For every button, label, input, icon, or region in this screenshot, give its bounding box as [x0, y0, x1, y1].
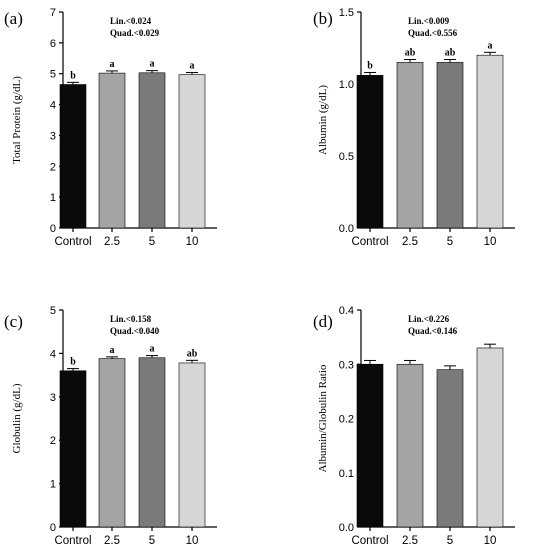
- y-tick-label: 4: [50, 100, 56, 112]
- stat-annotation: Quad.<0.146: [408, 326, 458, 336]
- y-tick-label: 0.2: [339, 414, 354, 426]
- stat-annotation: Lin.<0.024: [110, 16, 152, 26]
- stat-annotation: Lin.<0.226: [408, 314, 450, 324]
- significance-letter: a: [150, 344, 155, 355]
- y-tick-label: 1: [50, 192, 56, 204]
- y-tick-label: 3: [50, 392, 56, 404]
- significance-letter: a: [110, 59, 115, 70]
- x-tick-label: 10: [186, 236, 199, 248]
- y-tick-label: 0.4: [339, 305, 354, 317]
- bar: [436, 369, 464, 528]
- x-tick-label: Control: [351, 535, 388, 547]
- panel-label: (d): [313, 312, 333, 331]
- significance-letter: ab: [187, 348, 198, 359]
- significance-letter: ab: [445, 48, 456, 59]
- bar: [178, 74, 206, 229]
- y-tick-label: 5: [50, 305, 56, 317]
- x-tick-label: Control: [351, 236, 388, 248]
- y-tick-label: 1.5: [339, 7, 354, 19]
- y-axis-title: Total Protein (g/dL): [11, 76, 23, 164]
- chart-panel: (a) 0 1 2 3 4 5 6 7 Total Protein (g/dL) Lin.<0.02…: [4, 7, 217, 248]
- x-tick-label: 5: [149, 236, 155, 248]
- panel-label: (b): [313, 9, 333, 28]
- x-tick-label: 5: [447, 236, 453, 248]
- y-tick-label: 1: [50, 479, 56, 491]
- x-tick-label: 10: [484, 535, 497, 547]
- significance-letter: a: [150, 59, 155, 70]
- y-tick-label: 5: [50, 69, 56, 81]
- chart-panel: (d) 0.0 0.1 0.2 0.3 0.4 Albumin/Globulin Ratio…: [313, 305, 515, 547]
- x-tick-label: 2.5: [402, 236, 418, 248]
- x-tick-label: 5: [149, 535, 155, 547]
- bar: [138, 357, 166, 528]
- y-tick-label: 6: [50, 38, 56, 50]
- stat-annotation: Quad.<0.040: [110, 326, 160, 336]
- bar: [436, 62, 464, 229]
- bar: [356, 363, 384, 528]
- x-tick-label: 10: [186, 535, 199, 547]
- y-tick-label: 0: [50, 522, 56, 534]
- y-tick-label: 0.1: [339, 468, 354, 480]
- x-tick-label: Control: [54, 236, 91, 248]
- bar: [356, 75, 384, 229]
- y-tick-label: 1.0: [339, 79, 354, 91]
- y-tick-label: 0.5: [339, 151, 354, 163]
- significance-letter: b: [70, 70, 76, 81]
- significance-letter: b: [70, 357, 76, 368]
- bar: [98, 358, 126, 528]
- bar: [396, 363, 424, 528]
- significance-letter: ab: [405, 48, 416, 59]
- y-tick-label: 0.0: [339, 522, 354, 534]
- significance-letter: a: [110, 345, 115, 356]
- bar: [138, 72, 166, 229]
- y-axis-title: Globulin (g/dL): [11, 383, 23, 453]
- chart-panel: (c) 0 1 2 3 4 5 Globulin (g/dL) Lin.<0.158 Quad.<…: [4, 305, 217, 547]
- significance-letter: a: [488, 40, 493, 51]
- panel-label: (a): [4, 9, 23, 28]
- y-tick-label: 2: [50, 161, 56, 173]
- significance-letter: b: [367, 60, 373, 71]
- bar: [59, 370, 87, 528]
- x-tick-label: 5: [447, 535, 453, 547]
- bar: [396, 62, 424, 229]
- y-tick-label: 0.0: [339, 223, 354, 235]
- stat-annotation: Lin.<0.009: [408, 16, 450, 26]
- bar: [476, 347, 504, 528]
- bar: [59, 84, 87, 229]
- y-axis-title: Albumin/Globulin Ratio: [317, 364, 329, 472]
- x-tick-label: 2.5: [104, 236, 120, 248]
- y-tick-label: 2: [50, 435, 56, 447]
- y-tick-label: 4: [50, 348, 56, 360]
- stat-annotation: Quad.<0.029: [110, 28, 160, 38]
- significance-letter: a: [190, 60, 195, 71]
- x-tick-label: Control: [54, 535, 91, 547]
- y-tick-label: 7: [50, 7, 56, 19]
- y-tick-label: 0: [50, 223, 56, 235]
- x-tick-label: 10: [484, 236, 497, 248]
- bar: [98, 72, 126, 229]
- stat-annotation: Quad.<0.556: [408, 28, 458, 38]
- panel-label: (c): [4, 312, 23, 331]
- x-tick-label: 2.5: [402, 535, 418, 547]
- x-tick-label: 2.5: [104, 535, 120, 547]
- y-tick-label: 0.3: [339, 359, 354, 371]
- bar: [476, 54, 504, 229]
- bar: [178, 362, 206, 528]
- y-axis-title: Albumin (g/dL): [317, 85, 329, 155]
- y-tick-label: 3: [50, 130, 56, 142]
- stat-annotation: Lin.<0.158: [110, 314, 152, 324]
- chart-panel: (b) 0.0 0.5 1.0 1.5 Albumin (g/dL) Lin.<0.009 Q…: [313, 7, 515, 248]
